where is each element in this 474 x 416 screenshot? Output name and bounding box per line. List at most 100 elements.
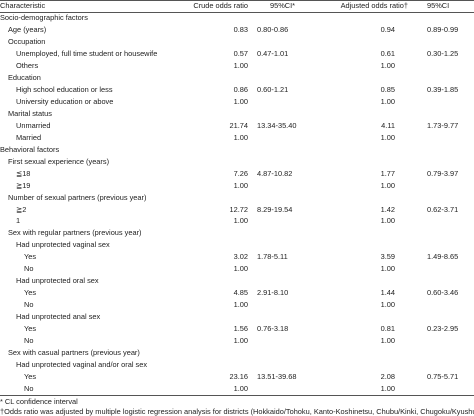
crude-ci: 8.29-19.54 — [257, 204, 293, 214]
row-label: No — [24, 300, 34, 310]
header-cell: Crude odds ratio — [193, 1, 248, 10]
crude-odds-ratio: 21.74 — [229, 120, 249, 130]
crude-odds-ratio: 1.56 — [233, 324, 248, 334]
crude-ci: 0.76-3.18 — [257, 324, 289, 334]
crude-odds-ratio: 1.00 — [233, 264, 248, 274]
crude-ci: 2.91-8.10 — [257, 288, 289, 298]
crude-ci: 0.80-0.86 — [257, 24, 289, 34]
adjusted-odds-ratio: 0.85 — [380, 84, 395, 94]
crude-odds-ratio: 1.00 — [233, 132, 248, 142]
adjusted-odds-ratio: 1.00 — [380, 216, 395, 226]
row-label: Had unprotected vaginal and/or oral sex — [16, 360, 148, 370]
row-label: Yes — [24, 372, 37, 382]
row-label: Had unprotected vaginal sex — [16, 240, 110, 250]
row-label: 1 — [16, 216, 21, 226]
row-label: Age (years) — [8, 24, 47, 34]
adjusted-odds-ratio: 1.77 — [380, 168, 395, 178]
row-label: Had unprotected oral sex — [16, 276, 99, 286]
adjusted-ci: 0.79-3.97 — [427, 168, 459, 178]
crude-odds-ratio: 1.00 — [233, 384, 248, 394]
row-label: Married — [16, 132, 42, 142]
adjusted-ci: 0.60-3.46 — [427, 288, 459, 298]
row-label: University education or above — [16, 96, 114, 106]
footnote: †Odds ratio was adjusted by multiple log… — [0, 407, 474, 416]
adjusted-odds-ratio: 1.00 — [380, 384, 395, 394]
adjusted-ci: 1.73-9.77 — [427, 120, 459, 130]
crude-ci: 0.47-1.01 — [257, 48, 289, 58]
adjusted-odds-ratio: 1.00 — [380, 264, 395, 274]
footnote: * CL confidence interval — [0, 397, 78, 406]
adjusted-ci: 0.30-1.25 — [427, 48, 459, 58]
adjusted-ci: 0.89-0.99 — [427, 24, 459, 34]
crude-ci: 4.87-10.82 — [257, 168, 293, 178]
crude-odds-ratio: 3.02 — [233, 252, 248, 262]
row-label: Sex with casual partners (previous year) — [8, 348, 140, 358]
crude-odds-ratio: 1.00 — [233, 60, 248, 70]
adjusted-ci: 0.75-5.71 — [427, 372, 459, 382]
row-label: High school education or less — [16, 84, 113, 94]
adjusted-odds-ratio: 3.59 — [380, 252, 395, 262]
adjusted-odds-ratio: 1.00 — [380, 180, 395, 190]
adjusted-ci: 0.62-3.71 — [427, 204, 459, 214]
row-label: Occupation — [8, 36, 46, 46]
row-label: ≦18 — [16, 168, 31, 178]
row-label: Yes — [24, 288, 37, 298]
crude-ci: 1.78-5.11 — [257, 252, 288, 262]
header-rule — [0, 12, 474, 13]
adjusted-odds-ratio: 0.61 — [380, 48, 395, 58]
row-label: Yes — [24, 324, 37, 334]
row-label: Yes — [24, 252, 37, 262]
row-label: Sex with regular partners (previous year… — [8, 228, 142, 238]
row-label: First sexual experience (years) — [8, 156, 110, 166]
row-label: ≧2 — [16, 204, 27, 214]
crude-odds-ratio: 7.26 — [233, 168, 248, 178]
adjusted-odds-ratio: 1.42 — [380, 204, 395, 214]
row-label: Others — [16, 60, 39, 70]
adjusted-ci: 0.23-2.95 — [427, 324, 459, 334]
crude-odds-ratio: 4.85 — [233, 288, 248, 298]
crude-odds-ratio: 1.00 — [233, 180, 248, 190]
row-label: Marital status — [8, 108, 52, 118]
crude-odds-ratio: 0.86 — [233, 84, 248, 94]
row-label: No — [24, 384, 34, 394]
header-cell: Characteristic — [0, 1, 46, 10]
adjusted-odds-ratio: 1.00 — [380, 132, 395, 142]
adjusted-odds-ratio: 1.00 — [380, 300, 395, 310]
adjusted-ci: 0.39-1.85 — [427, 84, 459, 94]
crude-odds-ratio: 0.83 — [233, 24, 248, 34]
row-label: Unmarried — [16, 120, 51, 130]
crude-odds-ratio: 1.00 — [233, 300, 248, 310]
row-label: Number of sexual partners (previous year… — [8, 192, 147, 202]
row-label: No — [24, 264, 34, 274]
bottom-rule — [0, 395, 474, 396]
crude-odds-ratio: 12.72 — [229, 204, 249, 214]
crude-ci: 13.51-39.68 — [257, 372, 297, 382]
crude-ci: 13.34-35.40 — [257, 120, 297, 130]
row-label: Behavioral factors — [0, 144, 60, 154]
adjusted-odds-ratio: 1.00 — [380, 60, 395, 70]
adjusted-odds-ratio: 1.44 — [380, 288, 395, 298]
row-label: Unemployed, full time student or housewi… — [16, 48, 158, 58]
header-cell: 95%CI — [427, 1, 450, 10]
header-cell: Adjusted odds ratio† — [340, 1, 408, 10]
crude-odds-ratio: 1.00 — [233, 336, 248, 346]
adjusted-odds-ratio: 0.94 — [380, 24, 395, 34]
row-label: ≧19 — [16, 180, 31, 190]
adjusted-odds-ratio: 1.00 — [380, 336, 395, 346]
crude-odds-ratio: 23.16 — [229, 372, 249, 382]
row-label: Education — [8, 72, 41, 82]
crude-odds-ratio: 1.00 — [233, 216, 248, 226]
crude-odds-ratio: 0.57 — [233, 48, 248, 58]
adjusted-odds-ratio: 2.08 — [380, 372, 395, 382]
adjusted-odds-ratio: 1.00 — [380, 96, 395, 106]
top-rule — [0, 0, 474, 1]
crude-ci: 0.60-1.21 — [257, 84, 289, 94]
crude-odds-ratio: 1.00 — [233, 96, 248, 106]
header-cell: 95%CI* — [270, 1, 296, 10]
row-label: No — [24, 336, 34, 346]
row-label: Had unprotected anal sex — [16, 312, 101, 322]
adjusted-ci: 1.49-8.65 — [427, 252, 459, 262]
row-label: Socio-demographic factors — [0, 13, 88, 22]
adjusted-odds-ratio: 0.81 — [380, 324, 395, 334]
